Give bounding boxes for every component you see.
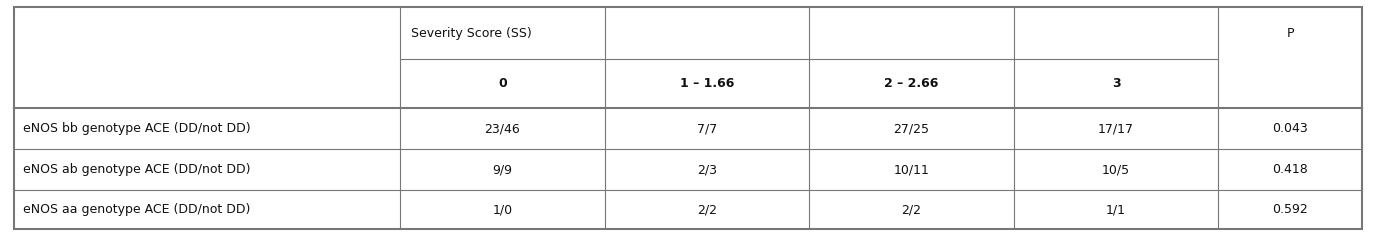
Text: 27/25: 27/25	[893, 122, 929, 135]
Text: 2/2: 2/2	[696, 203, 717, 216]
Text: 1/1: 1/1	[1106, 203, 1126, 216]
Text: eNOS bb genotype ACE (DD/not DD): eNOS bb genotype ACE (DD/not DD)	[23, 122, 250, 135]
Text: 1/0: 1/0	[493, 203, 512, 216]
Text: Severity Score (SS): Severity Score (SS)	[411, 27, 533, 40]
Text: 10/5: 10/5	[1102, 163, 1130, 176]
Text: 3: 3	[1112, 77, 1120, 90]
Text: 2/3: 2/3	[696, 163, 717, 176]
Text: 10/11: 10/11	[893, 163, 929, 176]
Text: 0.043: 0.043	[1273, 122, 1309, 135]
Text: P: P	[1287, 27, 1293, 40]
Text: 23/46: 23/46	[484, 122, 520, 135]
Text: 7/7: 7/7	[696, 122, 717, 135]
Text: eNOS ab genotype ACE (DD/not DD): eNOS ab genotype ACE (DD/not DD)	[23, 163, 250, 176]
Text: 2/2: 2/2	[901, 203, 922, 216]
Text: 0.418: 0.418	[1273, 163, 1309, 176]
Text: 0.592: 0.592	[1273, 203, 1309, 216]
Text: 2 – 2.66: 2 – 2.66	[885, 77, 938, 90]
Text: 9/9: 9/9	[493, 163, 512, 176]
Text: 0: 0	[498, 77, 506, 90]
Text: 17/17: 17/17	[1098, 122, 1134, 135]
Text: eNOS aa genotype ACE (DD/not DD): eNOS aa genotype ACE (DD/not DD)	[23, 203, 250, 216]
Text: 1 – 1.66: 1 – 1.66	[680, 77, 735, 90]
